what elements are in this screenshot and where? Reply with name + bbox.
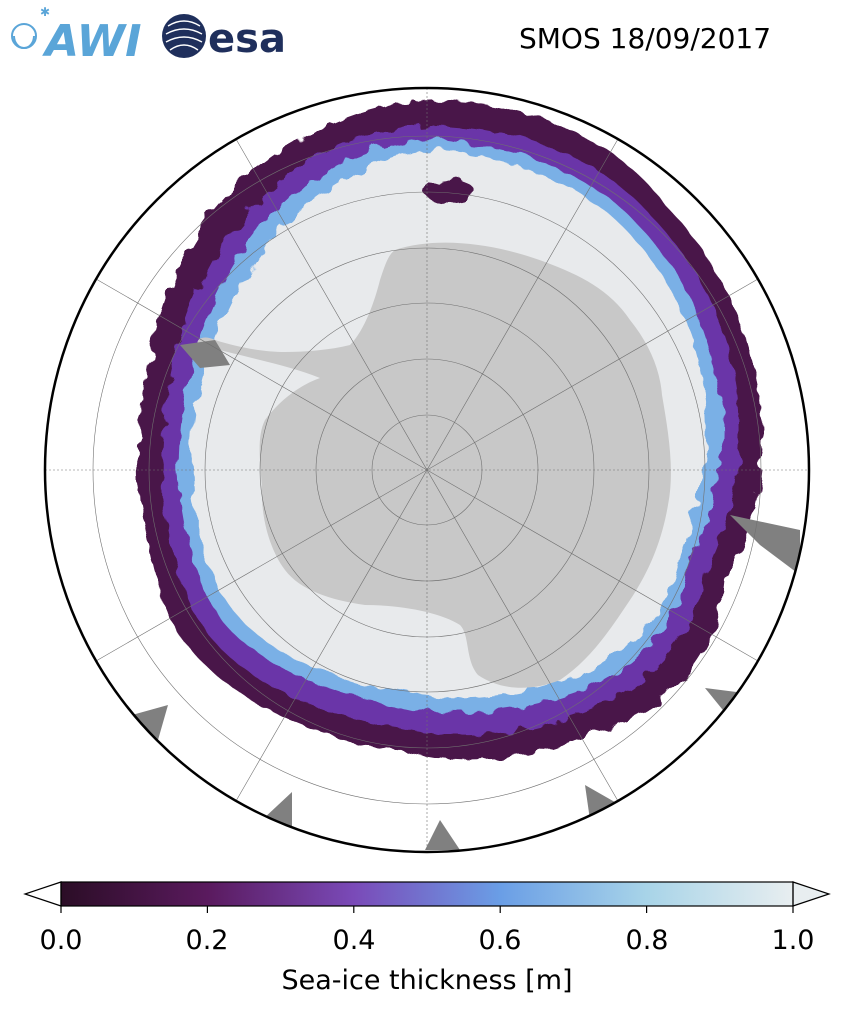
colorbar xyxy=(23,881,831,913)
logos: ✱ AWI esa xyxy=(11,5,286,67)
map-title: SMOS 18/09/2017 xyxy=(519,22,772,55)
esa-logo-text: esa xyxy=(208,16,286,62)
graticule xyxy=(45,88,809,852)
colorbar-extend-high xyxy=(792,881,831,907)
antarctica-land xyxy=(197,242,671,688)
colorbar-tick-label: 0.2 xyxy=(185,925,229,956)
colorbar-tick-label: 0.8 xyxy=(625,925,669,956)
awi-logo: ✱ AWI xyxy=(11,5,142,67)
map-frame xyxy=(43,86,811,854)
colorbar-tick-label: 0.6 xyxy=(478,925,522,956)
colorbar-gradient xyxy=(61,882,793,906)
colorbar-ticks xyxy=(60,906,794,913)
colorbar-tick-label: 0.4 xyxy=(332,925,376,956)
esa-logo: esa xyxy=(162,14,286,62)
colorbar-extend-low xyxy=(23,881,62,907)
no-data-areas xyxy=(132,340,800,850)
svg-text:✱: ✱ xyxy=(40,5,50,19)
colorbar-tick-label: 0.0 xyxy=(39,925,83,956)
colorbar-tick-label: 1.0 xyxy=(771,925,815,956)
polynya xyxy=(425,180,475,204)
awi-logo-text: AWI xyxy=(42,16,142,67)
colorbar-label: Sea-ice thickness [m] xyxy=(281,965,573,996)
